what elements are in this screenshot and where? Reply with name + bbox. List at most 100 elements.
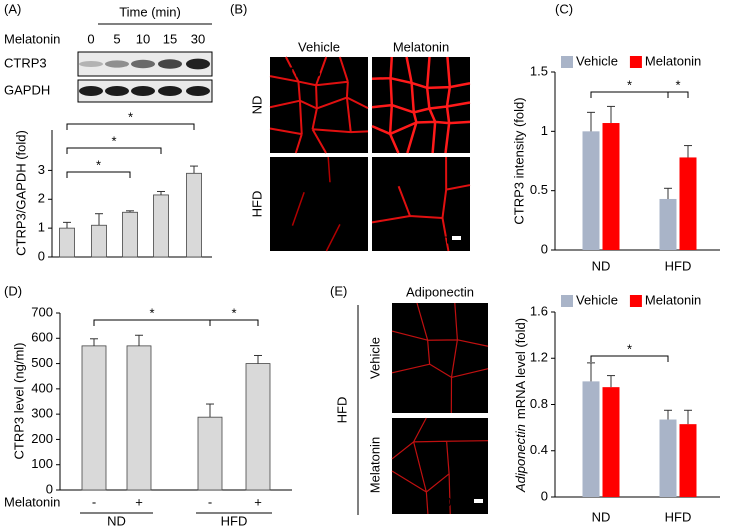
time-label: 10 [136,31,150,46]
column-label: Vehicle [298,39,340,54]
legend-swatch [629,56,642,68]
bar [126,345,152,491]
legend-swatch [629,295,642,307]
bar [602,123,620,250]
panel-label: (C) [555,1,573,16]
error-bar [607,105,615,124]
error-bar [587,111,595,132]
row-label: Melatonin [4,494,60,509]
error-bar [607,375,615,388]
y-tick-label: 200 [31,431,53,446]
bar [81,345,107,491]
y-tick-label: 2 [38,191,45,206]
y-axis-label: CTRP3 level (ng/ml) [11,342,26,459]
x-tick-label: + [135,494,143,509]
legend-label: Vehicle [576,53,618,68]
y-tick-label: 100 [31,456,53,471]
micrograph [270,157,368,251]
y-tick-label: 700 [31,304,53,319]
bar [153,194,169,258]
micrograph [270,57,368,153]
row-label: Vehicle [367,337,382,379]
scale-bar-label: 100μm [437,494,477,509]
panel-label: (A) [4,1,21,16]
y-tick-label: 1 [38,220,45,235]
error-bar [190,165,198,174]
x-tick-label: - [92,494,96,509]
micrograph [392,418,488,514]
y-tick-label: 0 [541,241,548,256]
y-tick-label: 0.5 [530,182,548,197]
x-tick-label: ND [592,258,611,273]
scale-bar [452,236,461,240]
y-tick-label: 1 [541,123,548,138]
significance-bracket [667,91,689,98]
x-tick-label: + [254,494,262,509]
y-tick-label: 1.5 [530,63,548,78]
blot-band [79,86,103,96]
significance-label: * [111,133,116,148]
row-label: Melatonin [367,437,382,493]
significance-bracket [590,355,669,362]
scale-bar-label: 100μm [413,231,453,246]
y-axis-label-italic: Adiponectin [513,424,528,493]
blot-band [131,86,155,96]
time-label: 5 [113,31,120,46]
significance-label: * [149,305,154,320]
stain-label: Adiponectin [406,284,474,299]
y-tick-label: 300 [31,406,53,421]
y-tick-label: 0 [38,248,45,263]
blot-band [158,59,182,69]
cell-membrane [371,56,471,154]
column-label: Melatonin [393,39,449,54]
blot-band [79,61,103,67]
cell-membrane [391,302,489,414]
bar [659,419,677,497]
panel-label: (D) [4,283,22,298]
group-label: ND [107,513,126,528]
bar [91,224,107,258]
y-tick-label: 0.4 [530,442,548,457]
significance-label: * [627,77,632,92]
x-tick-label: HFD [665,509,692,524]
legend-swatch [561,295,573,307]
cell-membrane [269,56,369,154]
significance-label: * [231,305,236,320]
row-label: ND [249,96,264,115]
significance-bracket [66,123,195,130]
panel-label: (B) [230,1,247,16]
blot-band [186,86,210,96]
significance-bracket [209,319,259,326]
significance-bracket [66,147,162,154]
blot-band [158,86,182,96]
y-tick-label: 1.6 [530,303,548,318]
blot-band [105,86,129,96]
error-bar [664,187,672,199]
bar [122,211,138,258]
legend-label: Vehicle [576,292,618,307]
error-bar [587,362,595,382]
y-tick-label: 1.2 [530,350,548,365]
stain-label: CTRP3 [278,64,321,79]
error-bar [684,145,692,158]
panel-label: (E) [330,283,347,298]
error-bar [206,403,214,418]
error-bar [95,213,103,226]
x-tick-label: HFD [665,258,692,273]
error-bar [664,409,672,420]
significance-label: * [627,341,632,356]
bar [659,198,677,250]
error-bar [90,338,98,346]
time-label: 0 [87,31,94,46]
blot-label: GAPDH [4,82,50,97]
error-bar [684,409,692,425]
significance-label: * [96,157,101,172]
y-tick-label: 0 [541,488,548,503]
y-tick-label: 600 [31,330,53,345]
y-tick-label: 500 [31,355,53,370]
row-label: Melatonin [4,31,60,46]
error-bar [63,221,71,229]
bar [245,363,271,491]
blot-band [105,60,129,68]
